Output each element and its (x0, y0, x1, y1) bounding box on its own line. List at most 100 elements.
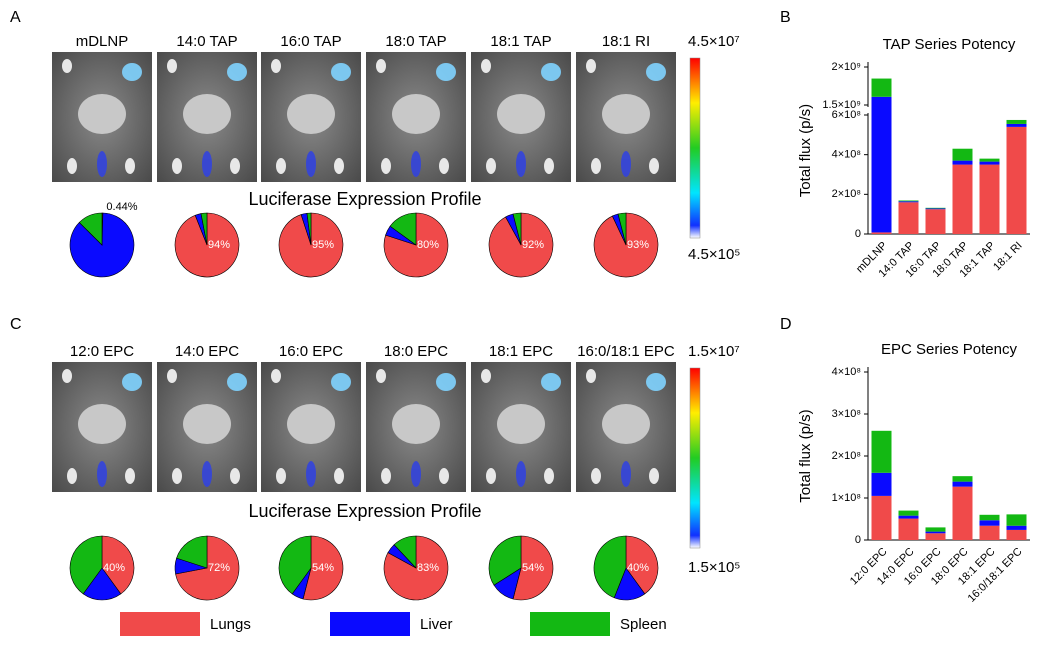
bar-segment (1006, 514, 1027, 526)
bar-segment (925, 531, 946, 534)
bar-segment (871, 232, 892, 234)
pie-label: 40% (627, 562, 649, 574)
pie-slice (389, 212, 417, 246)
pie-label: 93% (627, 239, 649, 251)
y-tick-label: 2×10⁸ (832, 188, 861, 200)
organ (436, 63, 456, 81)
pie-label: 0.44% (106, 201, 137, 213)
organ (481, 59, 491, 73)
organ (497, 94, 545, 134)
image-label: 18:0 TAP (385, 33, 446, 50)
organ (67, 468, 77, 484)
organ (381, 158, 391, 174)
organ (62, 59, 72, 73)
organ (172, 158, 182, 174)
pie-slice (625, 535, 659, 595)
bar-segment (952, 486, 973, 540)
y-tick-label: 2×10⁸ (832, 450, 861, 462)
pie-slice (101, 535, 135, 595)
pie-label: 92% (522, 239, 544, 251)
organ (334, 468, 344, 484)
y-tick-label: 1×10⁸ (832, 492, 861, 504)
pie-label: 94% (208, 239, 230, 251)
bar-segment (1006, 119, 1027, 124)
bar-segment (1006, 123, 1027, 127)
bar-segment (871, 96, 892, 233)
bar-segment (1006, 126, 1027, 234)
organ (306, 461, 316, 487)
bar-segment (952, 481, 973, 487)
pie-slice (512, 212, 522, 246)
pie-label: 83% (417, 562, 439, 574)
bar-segment (925, 207, 946, 209)
bar-segment (898, 510, 919, 516)
organ (392, 404, 440, 444)
bar-segment (925, 533, 946, 540)
legend-label: Lungs (210, 616, 251, 633)
organ (276, 158, 286, 174)
organ (97, 151, 107, 177)
panel-label: D (780, 316, 792, 333)
organ (276, 468, 286, 484)
profile-title: Luciferase Expression Profile (248, 501, 481, 521)
organ (411, 461, 421, 487)
scale-max: 1.5×10⁷ (688, 343, 740, 360)
organ (439, 468, 449, 484)
bar-segment (871, 430, 892, 473)
legend-swatch (120, 612, 200, 636)
organ (202, 461, 212, 487)
organ (621, 461, 631, 487)
y-tick-label: 6×10⁸ (832, 109, 861, 121)
organ (436, 373, 456, 391)
bar-segment (898, 202, 919, 234)
organ (271, 59, 281, 73)
bar-segment (979, 164, 1000, 234)
pie-slice (593, 535, 627, 599)
pie-slice (512, 535, 554, 601)
organ (411, 151, 421, 177)
organ (646, 373, 666, 391)
y-axis-label: Total flux (p/s) (797, 409, 814, 502)
bar-segment (979, 161, 1000, 165)
pie-label: 95% (312, 239, 334, 251)
bar-segment (871, 78, 892, 97)
organ (287, 94, 335, 134)
pie-slice (617, 212, 627, 246)
bar-segment (979, 525, 1000, 540)
organ (591, 158, 601, 174)
organ (646, 63, 666, 81)
organ (497, 404, 545, 444)
y-axis-label: Total flux (p/s) (797, 104, 814, 197)
organ (649, 468, 659, 484)
organ (227, 373, 247, 391)
organ (78, 94, 126, 134)
organ (541, 63, 561, 81)
organ (230, 468, 240, 484)
image-label: 16:0 EPC (279, 343, 343, 360)
bar-segment (952, 148, 973, 161)
organ (376, 369, 386, 383)
organ (230, 158, 240, 174)
organ (306, 151, 316, 177)
bar-segment (1006, 529, 1027, 540)
organ (271, 369, 281, 383)
organ (202, 151, 212, 177)
organ (591, 468, 601, 484)
bar-segment (1006, 525, 1027, 530)
pie-slice (278, 535, 312, 595)
panel-label: B (780, 9, 791, 26)
image-label: 18:1 EPC (489, 343, 553, 360)
organ (544, 158, 554, 174)
bar-segment (952, 160, 973, 165)
organ (183, 94, 231, 134)
pie-slice (82, 567, 122, 601)
pie-slice (69, 535, 103, 595)
organ (481, 369, 491, 383)
organ (486, 468, 496, 484)
organ (586, 369, 596, 383)
pie-slice (393, 535, 417, 569)
bar-segment (871, 472, 892, 496)
pie-slice (302, 535, 344, 601)
organ (78, 404, 126, 444)
